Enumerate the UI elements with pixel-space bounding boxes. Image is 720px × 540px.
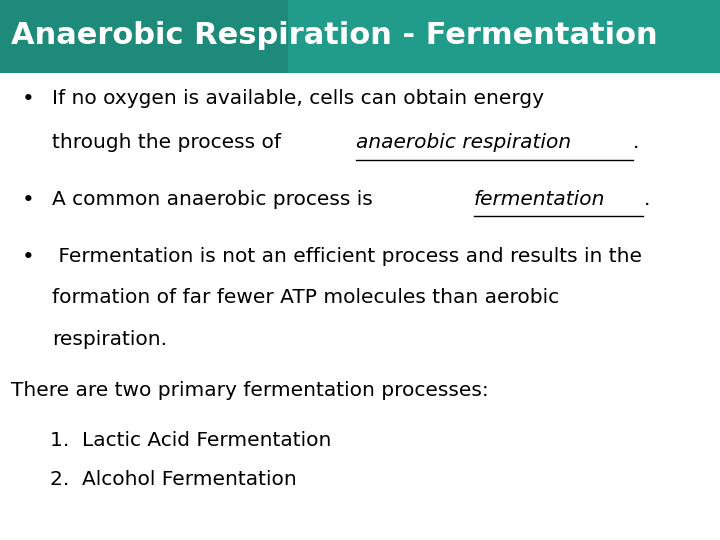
- Text: There are two primary fermentation processes:: There are two primary fermentation proce…: [11, 381, 489, 400]
- Text: formation of far fewer ATP molecules than aerobic: formation of far fewer ATP molecules tha…: [52, 288, 559, 307]
- Text: .: .: [644, 190, 650, 209]
- Text: fermentation: fermentation: [474, 190, 606, 209]
- Text: •: •: [22, 89, 35, 109]
- Text: anaerobic respiration: anaerobic respiration: [356, 133, 571, 152]
- Text: respiration.: respiration.: [52, 330, 167, 349]
- Text: 2.  Alcohol Fermentation: 2. Alcohol Fermentation: [50, 470, 297, 489]
- Text: Anaerobic Respiration - Fermentation: Anaerobic Respiration - Fermentation: [11, 21, 657, 50]
- Bar: [288, 0, 720, 73]
- Text: If no oxygen is available, cells can obtain energy: If no oxygen is available, cells can obt…: [52, 89, 544, 108]
- Text: .: .: [633, 133, 639, 152]
- Text: •: •: [22, 247, 35, 267]
- Text: 1.  Lactic Acid Fermentation: 1. Lactic Acid Fermentation: [50, 431, 332, 450]
- Text: Fermentation is not an efficient process and results in the: Fermentation is not an efficient process…: [52, 247, 642, 266]
- Text: through the process of: through the process of: [52, 133, 287, 152]
- Text: A common anaerobic process is: A common anaerobic process is: [52, 190, 379, 209]
- Bar: [0, 0, 720, 73]
- Text: •: •: [22, 190, 35, 210]
